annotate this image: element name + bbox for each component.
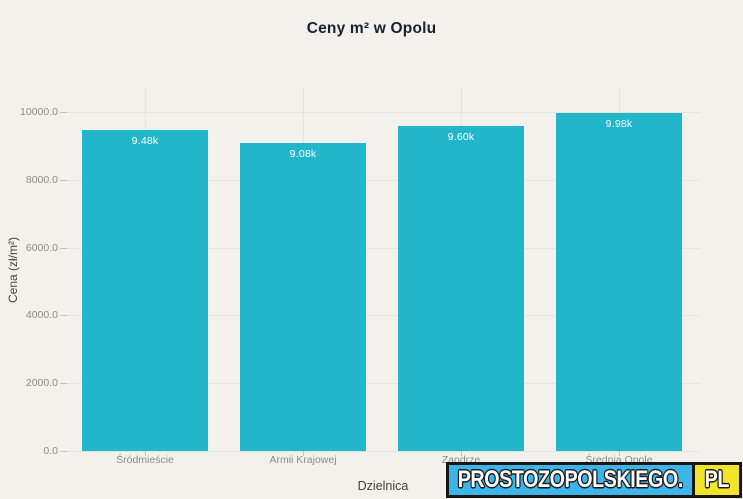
x-tick-label: Armii Krajowej: [269, 454, 337, 466]
bar: [82, 129, 208, 451]
bar-value-label: 9.48k: [131, 134, 159, 147]
gridline-horizontal: [67, 315, 700, 317]
x-axis-tick: [303, 451, 304, 456]
bar-value-label: 9.08k: [289, 148, 317, 161]
y-tick-label: 6000.0: [25, 241, 58, 254]
watermark-text-suffix: PL: [704, 466, 730, 493]
y-tick-label: 4000.0: [25, 309, 58, 322]
gridline-horizontal: [67, 179, 700, 181]
y-axis-tick: [60, 315, 67, 317]
bar: [556, 112, 682, 451]
y-axis-tick: [60, 383, 67, 385]
gridline-horizontal: [67, 247, 700, 249]
chart-title: Ceny m² w Opolu: [306, 20, 437, 37]
watermark-text-main: PROSTOZOPOLSKIEGO.: [457, 466, 684, 493]
y-axis-tick: [60, 247, 67, 249]
y-tick-label: 0.0: [43, 445, 58, 457]
x-axis-tick: [461, 451, 462, 456]
bar: [240, 143, 366, 451]
x-tick-label: Śródmieście: [116, 454, 174, 466]
y-tick-label: 10000.0: [20, 106, 58, 118]
watermark-main-section: PROSTOZOPOLSKIEGO.: [449, 465, 692, 495]
y-axis-tick: [60, 179, 67, 181]
y-tick-label: 2000.0: [25, 377, 58, 390]
y-axis-tick: [60, 451, 67, 452]
gridline-horizontal: [67, 451, 700, 452]
bar-value-label: 9.60k: [447, 130, 475, 143]
x-axis-title: Dzielnica: [357, 479, 409, 493]
bar: [398, 125, 524, 451]
gridline-horizontal: [67, 383, 700, 385]
watermark: PROSTOZOPOLSKIEGO. PL: [446, 462, 742, 498]
gridline-horizontal: [67, 112, 700, 113]
y-axis-tick: [60, 112, 67, 113]
watermark-suffix-section: PL: [692, 465, 739, 495]
x-axis-tick: [145, 451, 146, 456]
x-axis-tick: [619, 451, 620, 456]
bar-value-label: 9.98k: [605, 117, 633, 130]
y-tick-label: 8000.0: [25, 173, 58, 186]
